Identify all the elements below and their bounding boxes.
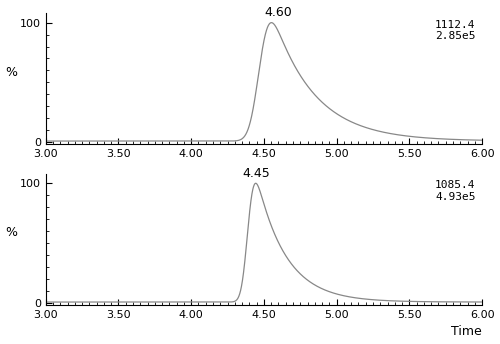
Text: 4.60: 4.60: [264, 6, 292, 19]
Y-axis label: %: %: [6, 226, 18, 239]
Text: 1112.4
2.85e5: 1112.4 2.85e5: [435, 20, 476, 41]
Text: 4.45: 4.45: [243, 167, 270, 180]
Y-axis label: %: %: [6, 66, 18, 79]
X-axis label: Time: Time: [452, 325, 482, 338]
Text: 1085.4
4.93e5: 1085.4 4.93e5: [435, 180, 476, 202]
